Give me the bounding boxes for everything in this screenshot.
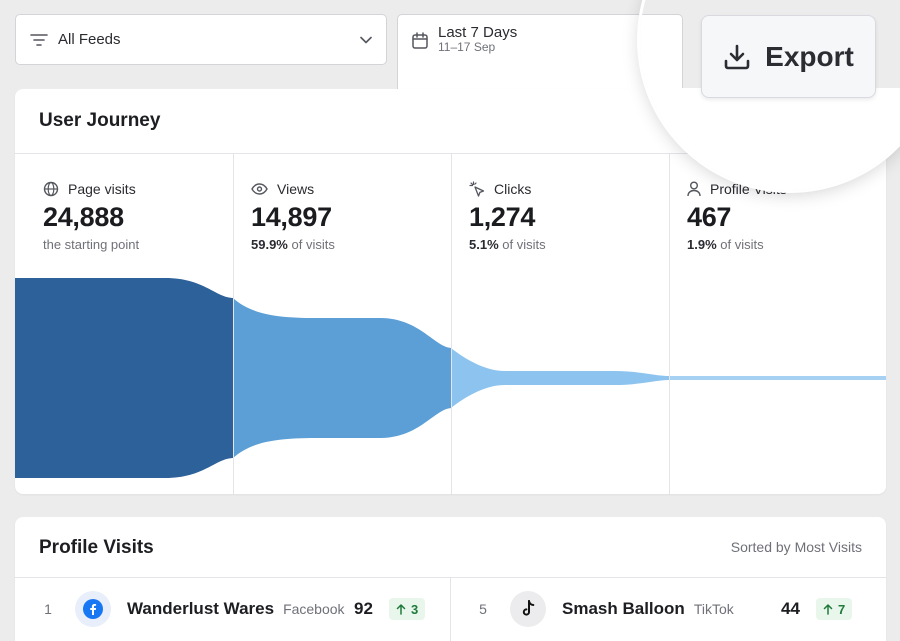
stage-subtext: of visits [287, 237, 335, 252]
facebook-icon [75, 591, 111, 627]
stage-value: 1,274 [469, 202, 536, 232]
stage-label: Clicks [494, 181, 532, 197]
trend-value: 7 [838, 601, 846, 617]
visit-count: 44 [781, 599, 800, 618]
list-item[interactable]: 5 Smash Balloon TikTok 44 7 [474, 578, 874, 640]
stage-value: 467 [687, 202, 732, 232]
export-label: Export [765, 40, 854, 72]
user-journey-title: User Journey [39, 110, 161, 131]
date-range-dates: 11–17 Sep [438, 40, 496, 55]
user-journey-card-edge [640, 88, 900, 190]
stage-profile-visits: Profile Visits 467 1.9% of visits [687, 181, 886, 252]
calendar-icon [412, 32, 428, 49]
journey-funnel-chart [15, 278, 886, 478]
eye-icon [251, 183, 268, 195]
tiktok-icon [510, 591, 546, 627]
stage-clicks: Clicks 1,274 5.1% of visits [469, 181, 669, 252]
profile-platform: Facebook [283, 601, 345, 617]
divider [15, 153, 886, 154]
profile-name: Smash Balloon [562, 599, 685, 618]
arrow-up-icon [823, 603, 833, 615]
funnel-segment-page-visits [15, 278, 234, 478]
stage-value: 14,897 [251, 202, 332, 232]
feeds-filter-label: All Feeds [58, 31, 121, 48]
stage-value: 24,888 [43, 202, 124, 232]
stage-percent: 59.9% [251, 237, 288, 252]
stage-views: Views 14,897 59.9% of visits [251, 181, 451, 252]
column-divider [233, 154, 234, 494]
visit-count: 92 [354, 599, 373, 618]
profile-platform: TikTok [693, 601, 734, 617]
feeds-filter-dropdown[interactable]: All Feeds [15, 14, 387, 65]
trend-value: 3 [411, 601, 419, 617]
user-journey-card: User Journey Page visits 24,888 the star… [15, 89, 886, 494]
sort-label[interactable]: Sorted by Most Visits [730, 539, 862, 555]
column-divider [451, 154, 452, 494]
rank-number: 5 [479, 601, 487, 617]
globe-icon [43, 181, 59, 197]
profile-name: Wanderlust Wares [127, 599, 275, 618]
download-icon [724, 44, 750, 69]
stage-label: Views [277, 181, 315, 197]
profile-visits-card: Profile Visits Sorted by Most Visits 1 W… [15, 517, 886, 641]
stage-subtext: the starting point [43, 237, 140, 252]
column-divider [450, 578, 451, 641]
cursor-click-icon [469, 181, 485, 197]
date-range-dropdown-edge [640, 14, 683, 97]
stage-subtext: of visits [716, 237, 764, 252]
funnel-segment-clicks [451, 348, 670, 408]
funnel-segment-views [233, 298, 452, 458]
stage-percent: 5.1% [469, 237, 499, 252]
column-divider [669, 154, 670, 494]
magnifier-callout: Export [640, 0, 900, 190]
stage-percent: 1.9% [687, 237, 717, 252]
stage-label: Page visits [68, 181, 136, 197]
funnel-segment-profile-visits [669, 376, 886, 380]
filter-icon [30, 33, 48, 46]
stage-subtext: of visits [498, 237, 546, 252]
trend-badge: 3 [389, 598, 426, 620]
chevron-down-icon [360, 36, 372, 43]
list-item[interactable]: 1 Wanderlust Wares Facebook 92 3 [39, 578, 439, 640]
trend-badge: 7 [816, 598, 853, 620]
stage-page-visits: Page visits 24,888 the starting point [43, 181, 243, 252]
rank-number: 1 [44, 601, 52, 617]
profile-visits-title: Profile Visits [39, 537, 154, 558]
divider [15, 577, 886, 578]
date-range-label: Last 7 Days [438, 24, 518, 41]
arrow-up-icon [396, 603, 406, 615]
export-button[interactable]: Export [701, 15, 876, 98]
